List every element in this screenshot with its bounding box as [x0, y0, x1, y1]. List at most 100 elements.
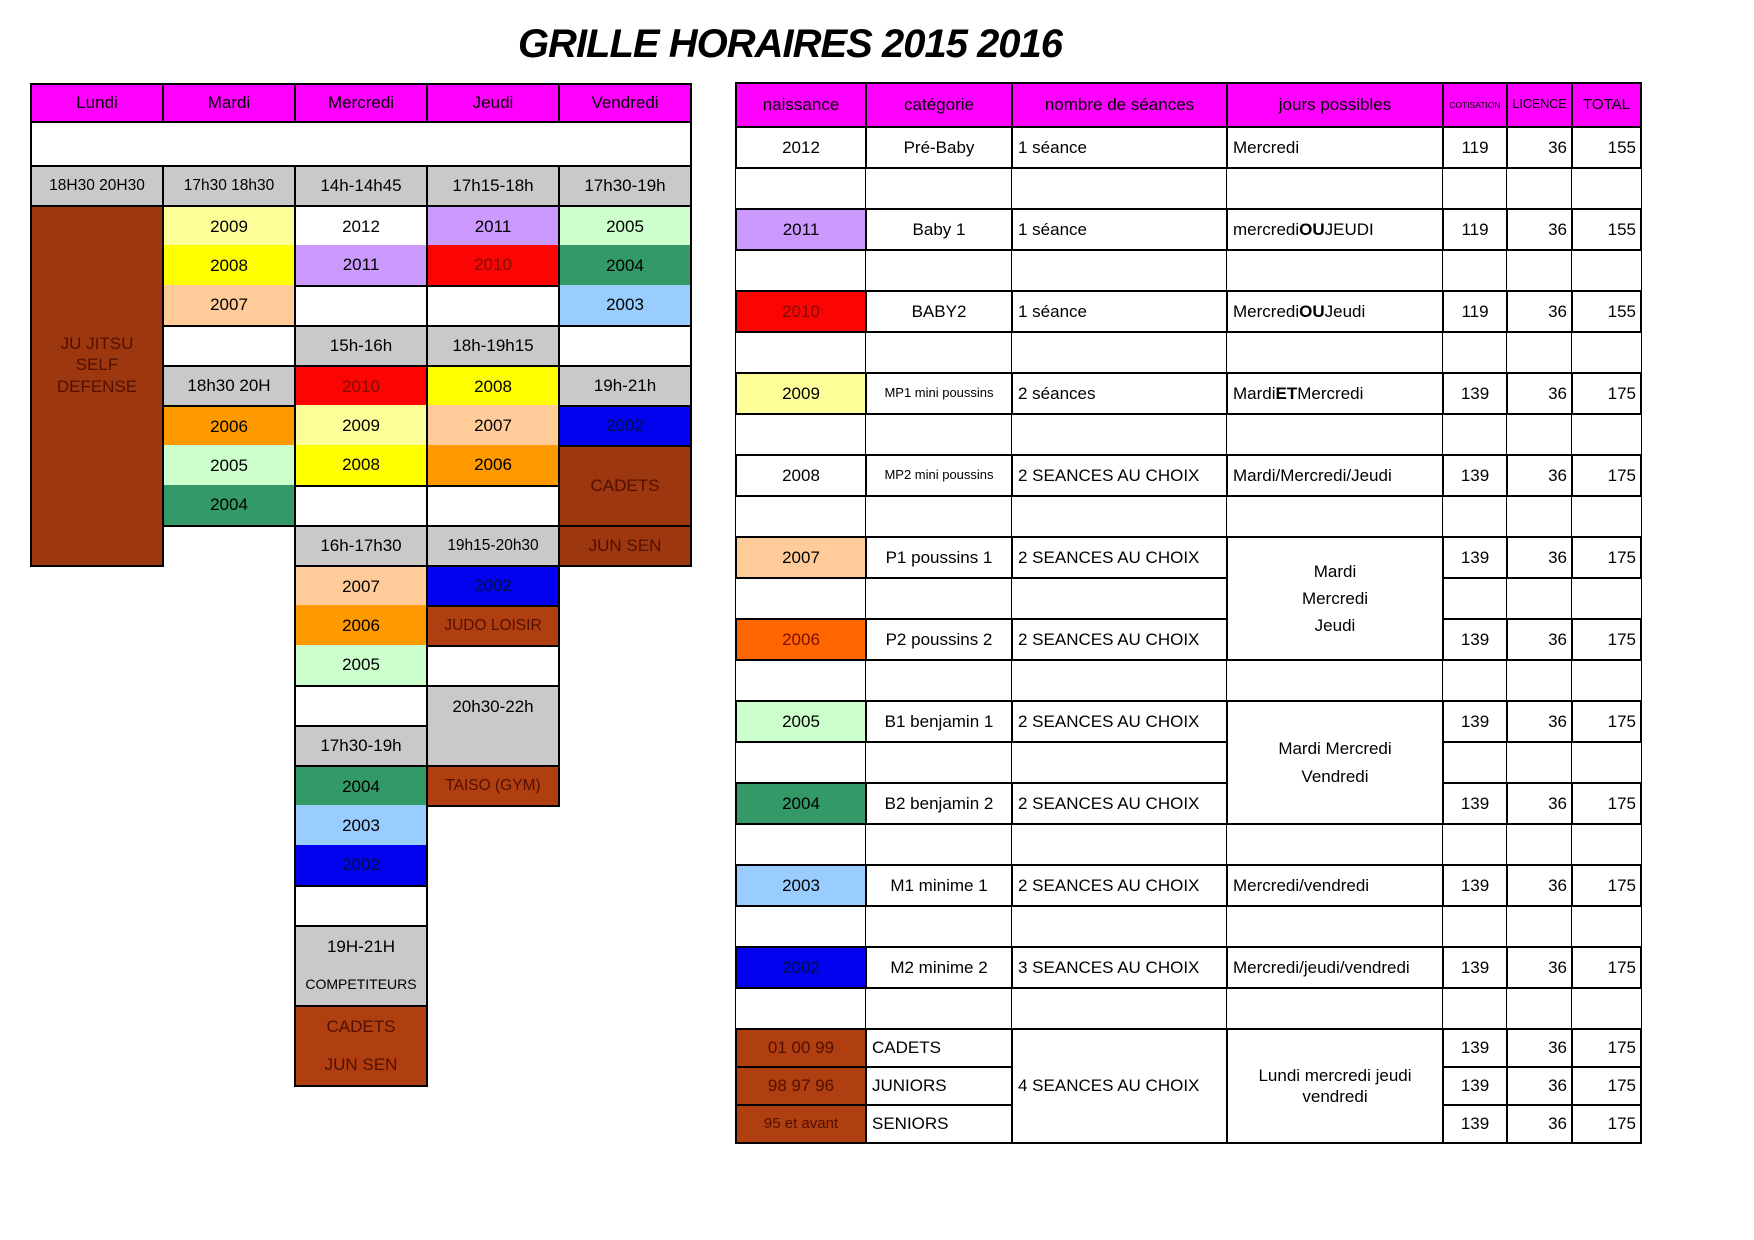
empty-cell — [1506, 331, 1573, 374]
cotisation-cell: 139 — [1442, 864, 1508, 907]
naissance-cell: 2008 — [735, 454, 867, 497]
empty-cell — [865, 331, 1013, 374]
jours-cell: Mercredi/vendredi — [1226, 864, 1444, 907]
year-cell: 2009 — [294, 405, 428, 447]
column-header: jours possibles — [1226, 82, 1444, 128]
empty-cell — [735, 413, 867, 456]
licence-cell: 36 — [1506, 290, 1573, 333]
naissance-cell: 2010 — [735, 290, 867, 333]
naissance-cell: 98 97 96 — [735, 1066, 867, 1106]
total-cell: 155 — [1571, 208, 1642, 251]
seances-cell: 3 SEANCES AU CHOIX — [1011, 946, 1228, 989]
year-cell: 2006 — [162, 405, 296, 447]
empty-cell — [558, 325, 692, 367]
jours-cell: mercredi OU JEUDI — [1226, 208, 1444, 251]
empty-cell — [1226, 167, 1444, 210]
naissance-cell: 2012 — [735, 126, 867, 169]
empty-cell — [30, 121, 692, 167]
empty-cell — [1571, 987, 1642, 1030]
categorie-cell: BABY2 — [865, 290, 1013, 333]
empty-cell — [1011, 167, 1228, 210]
categorie-cell: CADETS — [865, 1028, 1013, 1068]
seances-cell: 1 séance — [1011, 126, 1228, 169]
naissance-cell: 01 00 99 — [735, 1028, 867, 1068]
activity-cell: JUDO LOISIR — [426, 605, 560, 647]
jours-cell: Mardi Mercredi Vendredi — [1226, 700, 1444, 825]
time-slot-cell: 17h15-18h — [426, 165, 560, 207]
empty-cell — [1226, 905, 1444, 948]
empty-cell — [865, 905, 1013, 948]
empty-cell — [735, 905, 867, 948]
licence-cell: 36 — [1506, 1104, 1573, 1144]
cotisation-cell: 139 — [1442, 1104, 1508, 1144]
year-cell: 2007 — [294, 565, 428, 607]
categorie-cell: SENIORS — [865, 1104, 1013, 1144]
total-cell: 175 — [1571, 536, 1642, 579]
empty-cell — [735, 495, 867, 538]
naissance-cell: 2002 — [735, 946, 867, 989]
activity-cell: TAISO (GYM) — [426, 765, 560, 807]
year-cell: 2007 — [426, 405, 560, 447]
time-slot-cell: 19h-21h — [558, 365, 692, 407]
naissance-cell: 2004 — [735, 782, 867, 825]
empty-cell — [1442, 577, 1508, 620]
licence-cell: 36 — [1506, 700, 1573, 743]
day-header: Vendredi — [558, 83, 692, 123]
empty-cell — [1011, 495, 1228, 538]
column-header: naissance — [735, 82, 867, 128]
column-header: COTISATION — [1442, 82, 1508, 128]
empty-cell — [1442, 905, 1508, 948]
day-header: Mercredi — [294, 83, 428, 123]
empty-cell — [162, 325, 296, 367]
empty-cell — [865, 987, 1013, 1030]
cotisation-cell: 139 — [1442, 372, 1508, 415]
seances-cell: 2 SEANCES AU CHOIX — [1011, 864, 1228, 907]
empty-cell — [294, 685, 428, 727]
day-header: Mardi — [162, 83, 296, 123]
empty-cell — [735, 249, 867, 292]
cotisation-cell: 139 — [1442, 700, 1508, 743]
empty-cell — [1442, 249, 1508, 292]
empty-cell — [1011, 659, 1228, 702]
licence-cell: 36 — [1506, 208, 1573, 251]
year-cell: 2006 — [426, 445, 560, 487]
empty-cell — [735, 167, 867, 210]
cotisation-cell: 139 — [1442, 454, 1508, 497]
naissance-cell: 2003 — [735, 864, 867, 907]
empty-cell — [1011, 987, 1228, 1030]
jours-cell: Mardi ET Mercredi — [1226, 372, 1444, 415]
empty-cell — [1442, 495, 1508, 538]
year-cell: 2002 — [294, 845, 428, 887]
licence-cell: 36 — [1506, 454, 1573, 497]
naissance-cell: 2007 — [735, 536, 867, 579]
year-cell: 2005 — [162, 445, 296, 487]
licence-cell: 36 — [1506, 782, 1573, 825]
seances-cell: 4 SEANCES AU CHOIX — [1011, 1028, 1228, 1144]
empty-cell — [426, 485, 560, 527]
empty-cell — [1011, 823, 1228, 866]
year-cell: 2002 — [426, 565, 560, 607]
empty-cell — [1011, 413, 1228, 456]
column-header: LICENCE — [1506, 82, 1573, 128]
empty-cell — [1011, 577, 1228, 620]
empty-cell — [1442, 167, 1508, 210]
licence-cell: 36 — [1506, 864, 1573, 907]
empty-cell — [1506, 823, 1573, 866]
licence-cell: 36 — [1506, 1028, 1573, 1068]
empty-cell — [1011, 905, 1228, 948]
empty-cell — [1571, 741, 1642, 784]
year-cell: 2004 — [294, 765, 428, 807]
categorie-cell: MP1 mini poussins — [865, 372, 1013, 415]
licence-cell: 36 — [1506, 536, 1573, 579]
naissance-cell: 2005 — [735, 700, 867, 743]
time-slot-cell: 18H30 20H30 — [30, 165, 164, 207]
column-header: catégorie — [865, 82, 1013, 128]
empty-cell — [1571, 905, 1642, 948]
empty-cell — [1506, 987, 1573, 1030]
empty-cell — [1442, 331, 1508, 374]
empty-cell — [1226, 987, 1444, 1030]
activity-cell: CADETS — [294, 1005, 428, 1047]
year-cell: 2005 — [558, 205, 692, 247]
empty-cell — [294, 485, 428, 527]
cotisation-cell: 139 — [1442, 782, 1508, 825]
